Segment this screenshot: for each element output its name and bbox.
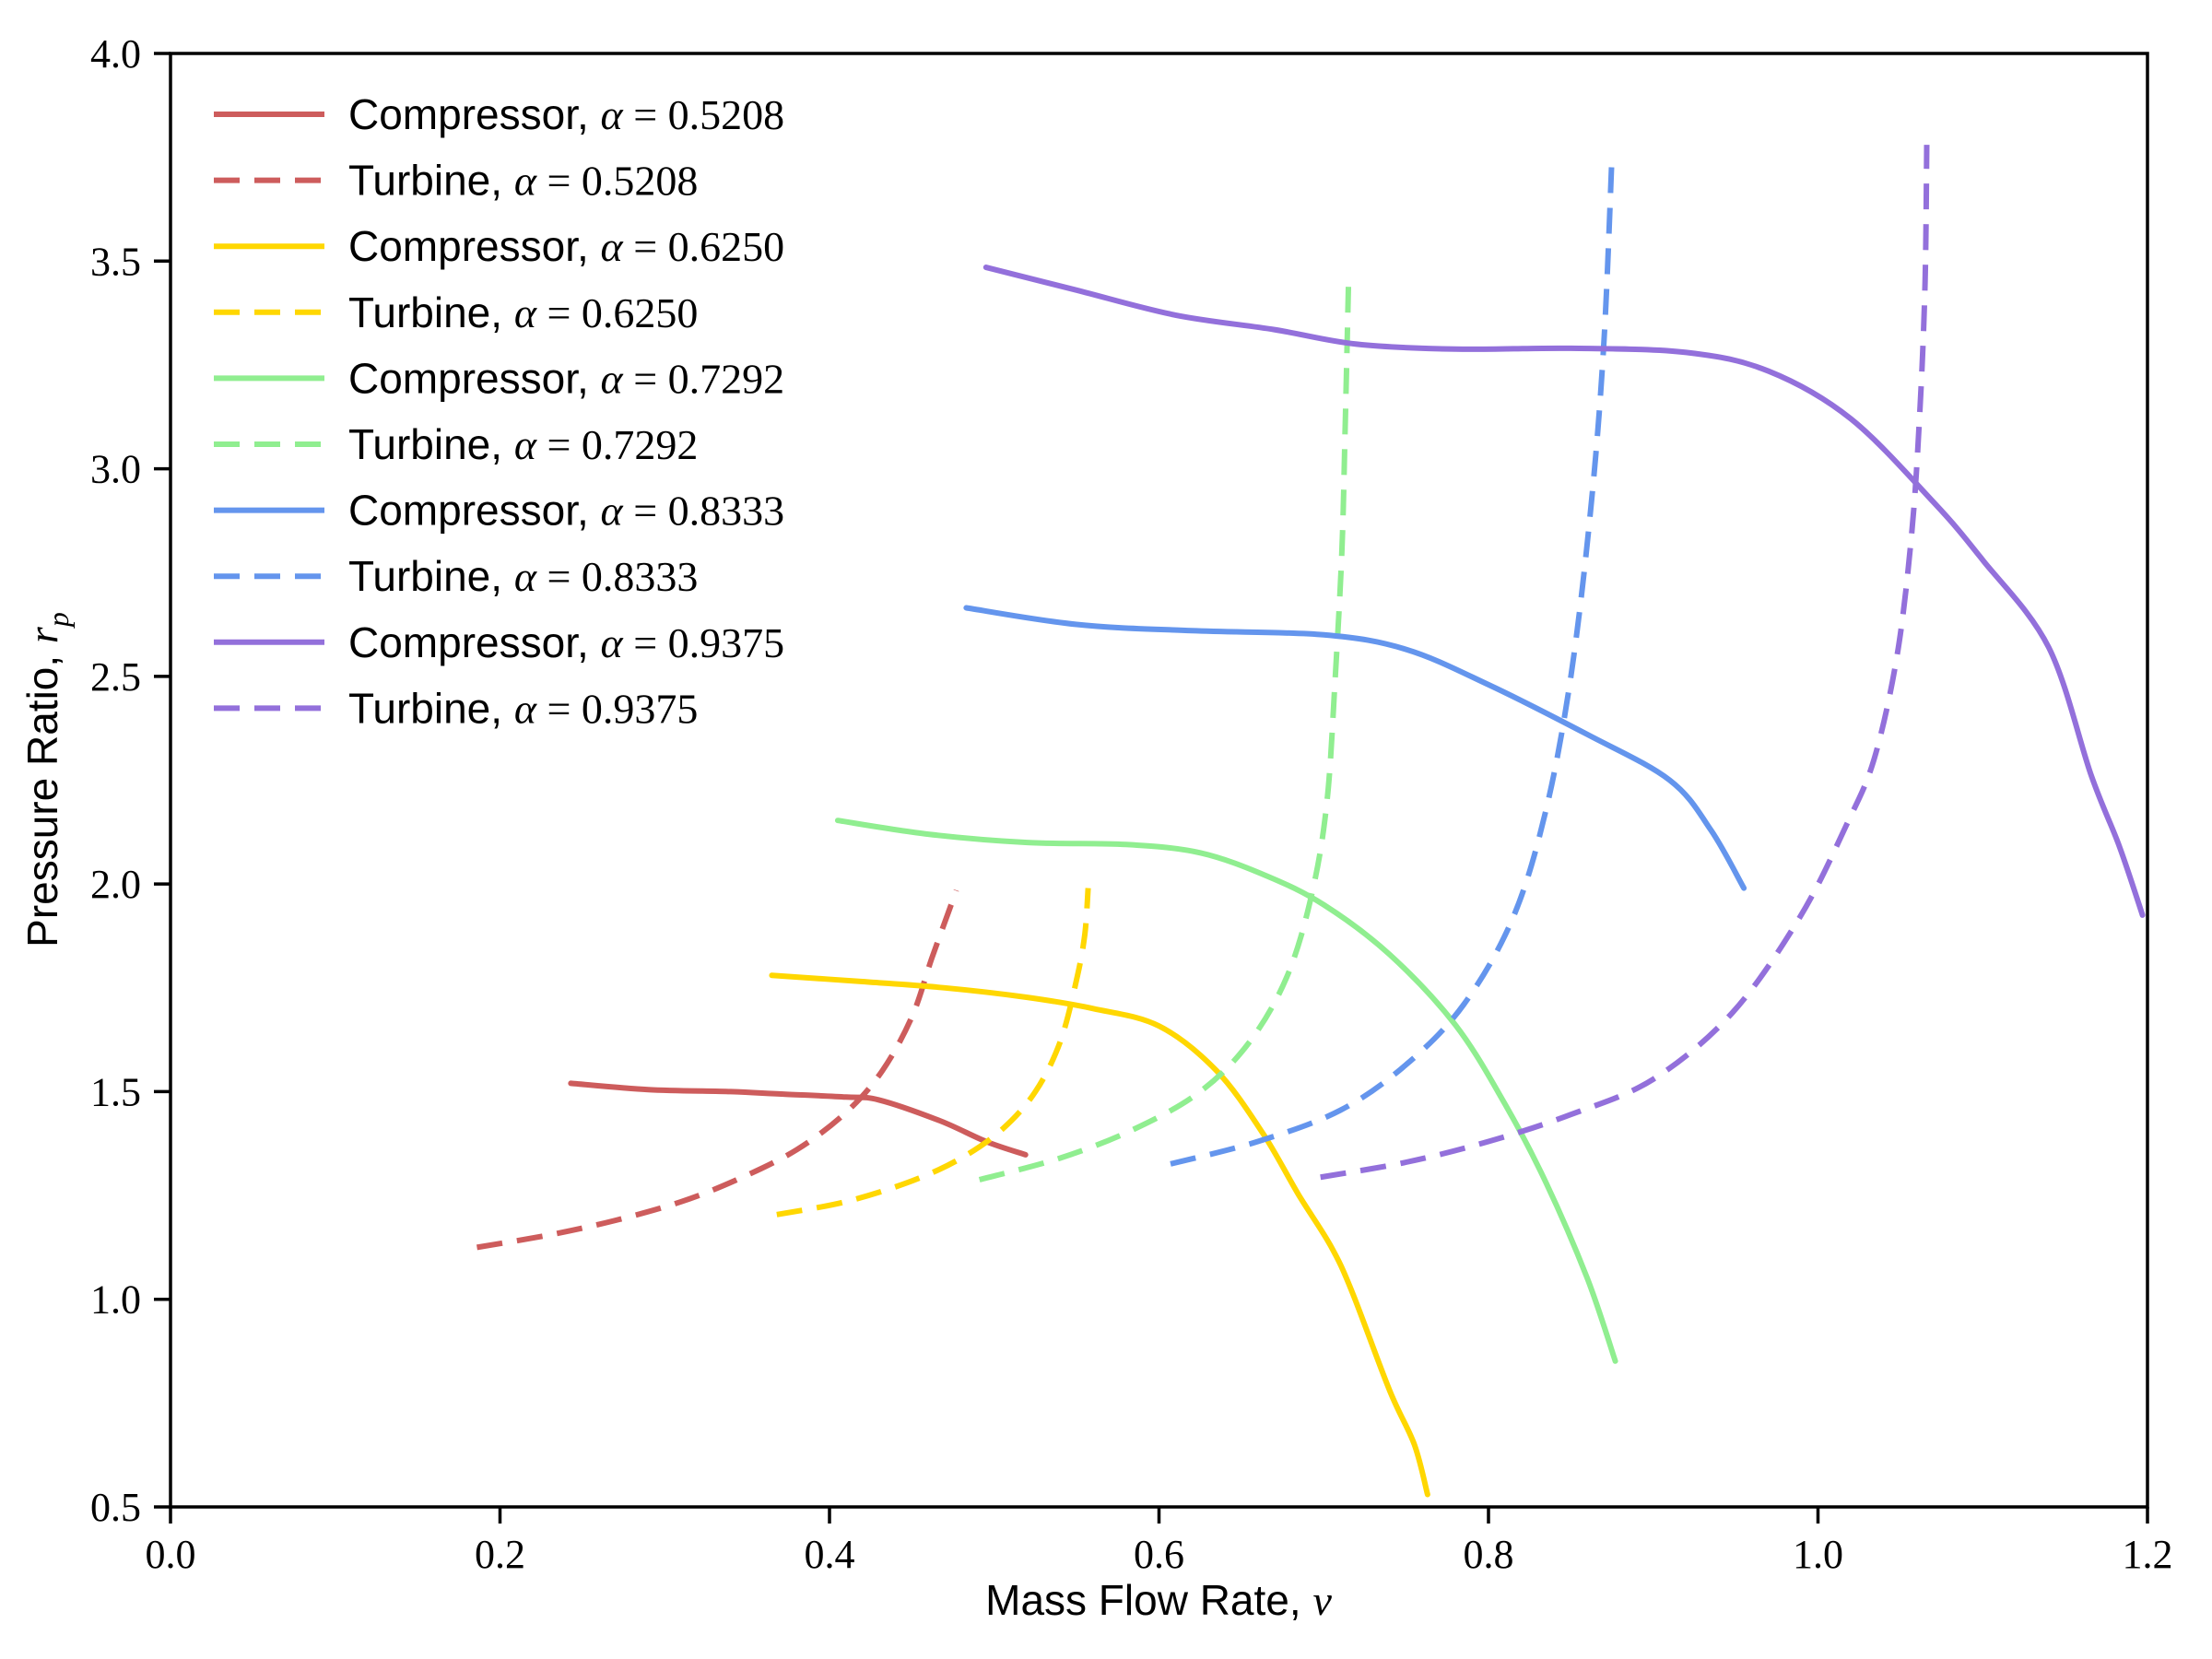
x-axis-label: Mass Flow Rate, ν: [985, 1576, 1332, 1624]
y-tick-label: 2.0: [90, 862, 141, 907]
plot-area: 0.0 0.2 0.4 0.6 0.8 1.0 1.2 0.5 1.0 1.5 2.0 2.5 3.0 3…: [90, 31, 2173, 1577]
alpha-symbol: α: [514, 289, 537, 336]
x-tick-label: 1.2: [2123, 1532, 2173, 1577]
legend-label: Compressor, α = 0.6250: [348, 222, 784, 270]
legend-item-compressor-0.7292: Compressor, α = 0.7292: [214, 354, 784, 402]
curve-turbine-alpha-0.9375: [1320, 145, 1930, 1181]
legend-alpha-value: = 0.6250: [536, 289, 698, 336]
legend-item-turbine-0.9375: Turbine, α = 0.9375: [214, 684, 698, 732]
legend-item-compressor-0.8333: Compressor, α = 0.8333: [214, 487, 784, 535]
x-tick-label: 0.8: [1464, 1532, 1514, 1577]
alpha-symbol: α: [601, 619, 624, 666]
y-axis-label-text: Pressure Ratio,: [18, 643, 66, 947]
alpha-symbol: α: [514, 158, 537, 205]
curve-turbine-alpha-0.7292: [978, 284, 1352, 1182]
y-tick-label: 1.0: [90, 1277, 141, 1323]
legend-component-name: Turbine,: [348, 552, 514, 600]
legend-item-compressor-0.9375: Compressor, α = 0.9375: [214, 618, 784, 666]
y-tick-label: 1.5: [90, 1069, 141, 1114]
curve-compressor-alpha-0.9375: [982, 265, 2146, 918]
curve-turbine-alpha-0.8333: [1170, 152, 1616, 1167]
legend-component-name: Compressor,: [348, 618, 601, 666]
y-tick-label: 3.0: [90, 447, 141, 492]
legend-component-name: Compressor,: [348, 222, 601, 270]
alpha-symbol: α: [514, 421, 537, 468]
curve-compressor-alpha-0.5208: [568, 1080, 1029, 1158]
y-axis-label: Pressure Ratio, rp: [18, 612, 75, 947]
r-symbol: r: [19, 626, 66, 643]
legend-item-compressor-0.5208: Compressor, α = 0.5208: [214, 90, 784, 138]
legend-label: Turbine, α = 0.5208: [348, 157, 698, 205]
curve-compressor-alpha-0.6250: [769, 972, 1430, 1498]
x-axis-label-text: Mass Flow Rate,: [985, 1576, 1312, 1624]
y-tick-label: 3.5: [90, 239, 141, 284]
y-tick-label: 2.5: [90, 654, 141, 700]
legend-component-name: Turbine,: [348, 420, 514, 468]
legend-component-name: Compressor,: [348, 90, 601, 138]
x-tick-label: 0.4: [805, 1532, 855, 1577]
alpha-symbol: α: [601, 355, 624, 402]
curve-compressor-alpha-0.8333: [963, 605, 1747, 891]
legend-alpha-value: = 0.8333: [536, 553, 698, 600]
curve-turbine-alpha-0.6250: [776, 888, 1091, 1218]
legend-label: Compressor, α = 0.9375: [348, 618, 784, 666]
alpha-symbol: α: [514, 685, 537, 732]
axes-spines: [169, 52, 2149, 1509]
legend-label: Compressor, α = 0.5208: [348, 90, 784, 138]
legend-alpha-value: = 0.7292: [536, 421, 698, 468]
x-tick-label: 1.0: [1793, 1532, 1843, 1577]
alpha-symbol: α: [601, 91, 624, 138]
y-tick-label: 4.0: [90, 31, 141, 76]
x-tick-label: 0.2: [475, 1532, 525, 1577]
p-subscript: p: [41, 612, 75, 629]
curve-compressor-alpha-0.7292: [834, 818, 1618, 1364]
legend-item-turbine-0.7292: Turbine, α = 0.7292: [214, 420, 698, 468]
y-tick-label: 0.5: [90, 1485, 141, 1530]
x-tick-label: 0.6: [1134, 1532, 1184, 1577]
legend-alpha-value: = 0.5208: [623, 91, 784, 138]
legend-item-turbine-0.8333: Turbine, α = 0.8333: [214, 552, 698, 600]
legend-component-name: Turbine,: [348, 157, 514, 205]
legend-label: Compressor, α = 0.8333: [348, 487, 784, 535]
alpha-symbol: α: [601, 223, 624, 270]
legend-alpha-value: = 0.8333: [623, 488, 784, 535]
legend-component-name: Turbine,: [348, 684, 514, 732]
legend-label: Turbine, α = 0.6250: [348, 288, 698, 336]
legend-item-turbine-0.5208: Turbine, α = 0.5208: [214, 157, 698, 205]
alpha-symbol: α: [514, 553, 537, 600]
legend-alpha-value: = 0.9375: [623, 619, 784, 666]
legend-label: Turbine, α = 0.8333: [348, 552, 698, 600]
legend-alpha-value: = 0.7292: [623, 355, 784, 402]
alpha-symbol: α: [601, 488, 624, 535]
curve-turbine-alpha-0.5208: [476, 888, 959, 1251]
legend-component-name: Turbine,: [348, 288, 514, 336]
x-tick-label: 0.0: [146, 1532, 196, 1577]
legend-label: Turbine, α = 0.9375: [348, 684, 698, 732]
legend-alpha-value: = 0.9375: [536, 685, 698, 732]
legend-alpha-value: = 0.5208: [536, 158, 698, 205]
legend-item-compressor-0.6250: Compressor, α = 0.6250: [214, 222, 784, 270]
legend-alpha-value: = 0.6250: [623, 223, 784, 270]
nu-symbol: ν: [1312, 1577, 1332, 1624]
legend-item-turbine-0.6250: Turbine, α = 0.6250: [214, 288, 698, 336]
legend-label: Compressor, α = 0.7292: [348, 354, 784, 402]
legend-label: Turbine, α = 0.7292: [348, 420, 698, 468]
legend-component-name: Compressor,: [348, 354, 601, 402]
legend-component-name: Compressor,: [348, 487, 601, 535]
